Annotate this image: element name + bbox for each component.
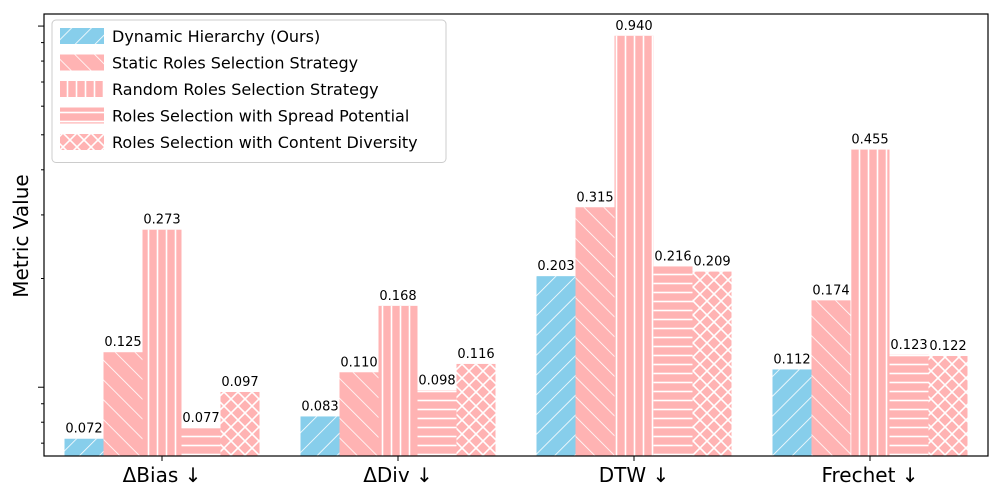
bar-hatch-series-3-cat-2 xyxy=(378,305,418,456)
legend-label-5: Roles Selection with Content Diversity xyxy=(112,133,418,152)
legend-label-4: Roles Selection with Spread Potential xyxy=(112,107,409,126)
value-label-series-4-cat-3: 0.216 xyxy=(654,249,691,264)
value-label-series-2-cat-2: 0.110 xyxy=(340,355,377,370)
value-labels-layer: 0.072 0.125 0.273 0.077 0.097 0.083 0.110 0.168… xyxy=(65,19,966,437)
axes-layer: ΔBias ↓ ΔDiv ↓ DTW ↓ Frechet ↓ xyxy=(38,13,989,487)
bar-hatch-series-4-cat-4 xyxy=(889,354,929,456)
bar-hatch-series-5-cat-4 xyxy=(928,356,968,456)
value-label-series-4-cat-4: 0.123 xyxy=(890,338,927,353)
bar-hatch-series-1-cat-1 xyxy=(64,438,104,456)
bar-hatch-series-5-cat-2 xyxy=(456,363,496,456)
bar-hatch-series-1-cat-2 xyxy=(300,416,340,456)
bar-hatch-series-1-cat-4 xyxy=(772,369,812,456)
value-label-series-3-cat-1: 0.273 xyxy=(143,213,180,228)
legend-swatch-hatch-5 xyxy=(60,134,104,150)
bar-hatch-series-5-cat-1 xyxy=(220,391,260,456)
legend-swatch-hatch-4 xyxy=(60,107,104,124)
value-label-series-5-cat-1: 0.097 xyxy=(221,375,258,390)
x-tick-label: DTW ↓ xyxy=(599,463,670,487)
legend-swatch-hatch-2 xyxy=(60,54,104,71)
value-label-series-5-cat-4: 0.122 xyxy=(929,339,966,354)
x-tick-label: Frechet ↓ xyxy=(821,463,918,487)
legend-swatch-hatch-1 xyxy=(60,28,104,44)
value-label-series-1-cat-1: 0.072 xyxy=(65,422,102,437)
y-axis-label: Metric Value xyxy=(9,174,33,297)
value-label-series-5-cat-2: 0.116 xyxy=(457,347,494,362)
legend-swatch-hatch-3 xyxy=(60,81,104,97)
value-label-series-2-cat-1: 0.125 xyxy=(104,335,141,350)
bar-hatch-series-2-cat-2 xyxy=(339,372,379,456)
x-tick-label: ΔBias ↓ xyxy=(123,463,202,487)
x-tick-label: ΔDiv ↓ xyxy=(363,463,433,487)
bar-hatch-series-2-cat-1 xyxy=(103,352,143,456)
legend-box xyxy=(51,19,447,163)
bar-hatch-series-1-cat-3 xyxy=(536,276,576,456)
plot-frame xyxy=(43,13,989,457)
legend: Dynamic Hierarchy (Ours) Static Roles Sel… xyxy=(51,19,447,163)
bar-hatch-series-4-cat-3 xyxy=(653,266,693,456)
value-label-series-3-cat-2: 0.168 xyxy=(379,289,416,304)
value-label-series-1-cat-4: 0.112 xyxy=(773,352,810,367)
value-label-series-5-cat-3: 0.209 xyxy=(693,255,730,270)
bar-hatch-series-4-cat-2 xyxy=(417,390,457,456)
value-label-series-3-cat-4: 0.455 xyxy=(851,133,888,148)
value-label-series-1-cat-3: 0.203 xyxy=(537,259,574,274)
bar-hatch-series-3-cat-3 xyxy=(614,35,654,456)
bar-hatch-series-3-cat-1 xyxy=(142,229,182,456)
value-label-series-4-cat-2: 0.098 xyxy=(418,373,455,388)
bar-hatch-series-3-cat-4 xyxy=(850,149,890,456)
value-label-series-2-cat-4: 0.174 xyxy=(812,283,849,298)
value-label-series-2-cat-3: 0.315 xyxy=(576,190,613,205)
legend-label-2: Static Roles Selection Strategy xyxy=(112,54,358,73)
bar-hatch-series-5-cat-3 xyxy=(692,271,732,456)
legend-label-3: Random Roles Selection Strategy xyxy=(112,80,379,99)
bars-layer xyxy=(64,35,968,456)
bar-hatch-series-4-cat-1 xyxy=(181,428,221,456)
bar-hatch-series-2-cat-4 xyxy=(811,300,851,456)
legend-label-1: Dynamic Hierarchy (Ours) xyxy=(112,27,320,46)
value-label-series-3-cat-3: 0.940 xyxy=(615,19,652,34)
bar-hatch-series-2-cat-3 xyxy=(575,207,615,456)
value-label-series-4-cat-1: 0.077 xyxy=(182,411,219,426)
value-label-series-1-cat-2: 0.083 xyxy=(301,399,338,414)
